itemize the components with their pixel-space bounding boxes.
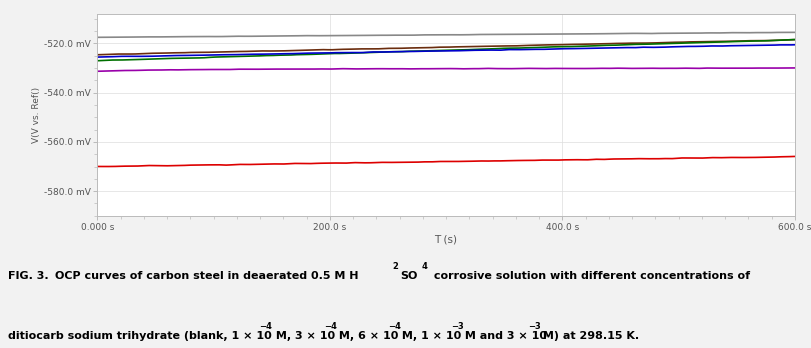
Text: SO: SO: [401, 271, 418, 282]
Y-axis label: V(V vs. Ref(): V(V vs. Ref(): [32, 87, 41, 143]
Text: −3: −3: [528, 322, 541, 331]
X-axis label: T (s): T (s): [435, 235, 457, 245]
Text: M, 1 × 10: M, 1 × 10: [398, 331, 461, 341]
Text: −4: −4: [388, 322, 401, 331]
Text: OCP curves of carbon steel in deaerated 0.5 M H: OCP curves of carbon steel in deaerated …: [55, 271, 358, 282]
Text: M, 6 × 10: M, 6 × 10: [335, 331, 398, 341]
Text: −4: −4: [324, 322, 337, 331]
Text: M) at 298.15 K.: M) at 298.15 K.: [539, 331, 638, 341]
Text: ditiocarb sodium trihydrate (blank, 1 × 10: ditiocarb sodium trihydrate (blank, 1 × …: [8, 331, 272, 341]
Text: M and 3 × 10: M and 3 × 10: [461, 331, 547, 341]
Text: M, 3 × 10: M, 3 × 10: [272, 331, 335, 341]
Text: 2: 2: [393, 262, 398, 271]
Text: corrosive solution with different concentrations of: corrosive solution with different concen…: [430, 271, 750, 282]
Text: −3: −3: [451, 322, 464, 331]
Text: FIG. 3.: FIG. 3.: [8, 271, 49, 282]
Text: −4: −4: [260, 322, 272, 331]
Text: 4: 4: [422, 262, 427, 271]
